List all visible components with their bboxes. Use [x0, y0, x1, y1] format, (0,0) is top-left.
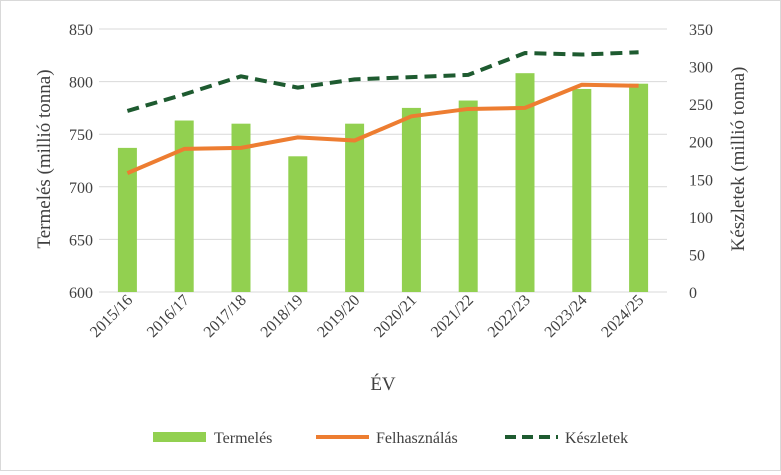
y2-tick-label: 0 [689, 285, 697, 302]
x-tick-label: 2022/23 [485, 292, 534, 341]
bar-termeles [401, 107, 421, 293]
y-axis-right-ticks: 0 50 100 150 200 250 300 350 [689, 22, 713, 302]
legend-label-termeles: Termelés [214, 430, 272, 447]
legend-label-felhasznalas: Felhasználás [376, 430, 458, 447]
y-tick-label: 600 [69, 285, 93, 302]
y-tick-label: 750 [69, 127, 93, 144]
x-axis-ticks: 2015/16 2016/17 2017/18 2018/19 2019/20 2020/… [87, 292, 647, 341]
y-tick-label: 650 [69, 232, 93, 249]
y2-tick-label: 100 [689, 210, 713, 227]
x-tick-label: 2024/25 [598, 292, 647, 341]
x-tick-label: 2020/21 [371, 292, 420, 341]
bars-termeles [117, 73, 649, 293]
x-tick-label: 2018/19 [258, 292, 307, 341]
legend-label-keszletek: Készletek [565, 430, 628, 447]
y-axis-left-ticks: 600 650 700 750 800 850 [69, 22, 93, 302]
bar-termeles [117, 147, 137, 292]
y2-tick-label: 350 [689, 22, 713, 39]
x-axis-title: ÉV [370, 373, 396, 395]
y-tick-label: 850 [69, 22, 93, 39]
y-axis-right-title: Készletek (millió tonna) [728, 67, 749, 252]
legend: Termelés Felhasználás Készletek [153, 430, 628, 447]
x-tick-label: 2019/20 [314, 292, 363, 341]
y2-tick-label: 300 [689, 60, 713, 77]
x-tick-label: 2017/18 [201, 292, 250, 341]
y2-tick-label: 50 [689, 247, 705, 264]
bar-termeles [174, 120, 194, 292]
y2-tick-label: 150 [689, 172, 713, 189]
y-tick-label: 700 [69, 180, 93, 197]
bar-termeles [629, 83, 649, 292]
y2-tick-label: 250 [689, 97, 713, 114]
x-tick-label: 2023/24 [542, 292, 591, 341]
y-tick-label: 800 [69, 75, 93, 92]
bar-termeles [345, 123, 365, 293]
legend-swatch-termeles [153, 432, 206, 442]
line-felhasznalas [126, 82, 639, 175]
bar-termeles [572, 88, 592, 293]
y-axis-left-title: Termelés (millió tonna) [34, 69, 55, 248]
y2-tick-label: 200 [689, 135, 713, 152]
series-lines [126, 50, 639, 175]
bar-termeles [288, 156, 308, 292]
bar-termeles [231, 123, 251, 293]
x-tick-label: 2015/16 [87, 292, 136, 341]
bar-termeles [458, 100, 478, 292]
x-tick-label: 2016/17 [144, 292, 193, 341]
bar-termeles [515, 73, 535, 293]
x-tick-label: 2021/22 [428, 292, 477, 341]
